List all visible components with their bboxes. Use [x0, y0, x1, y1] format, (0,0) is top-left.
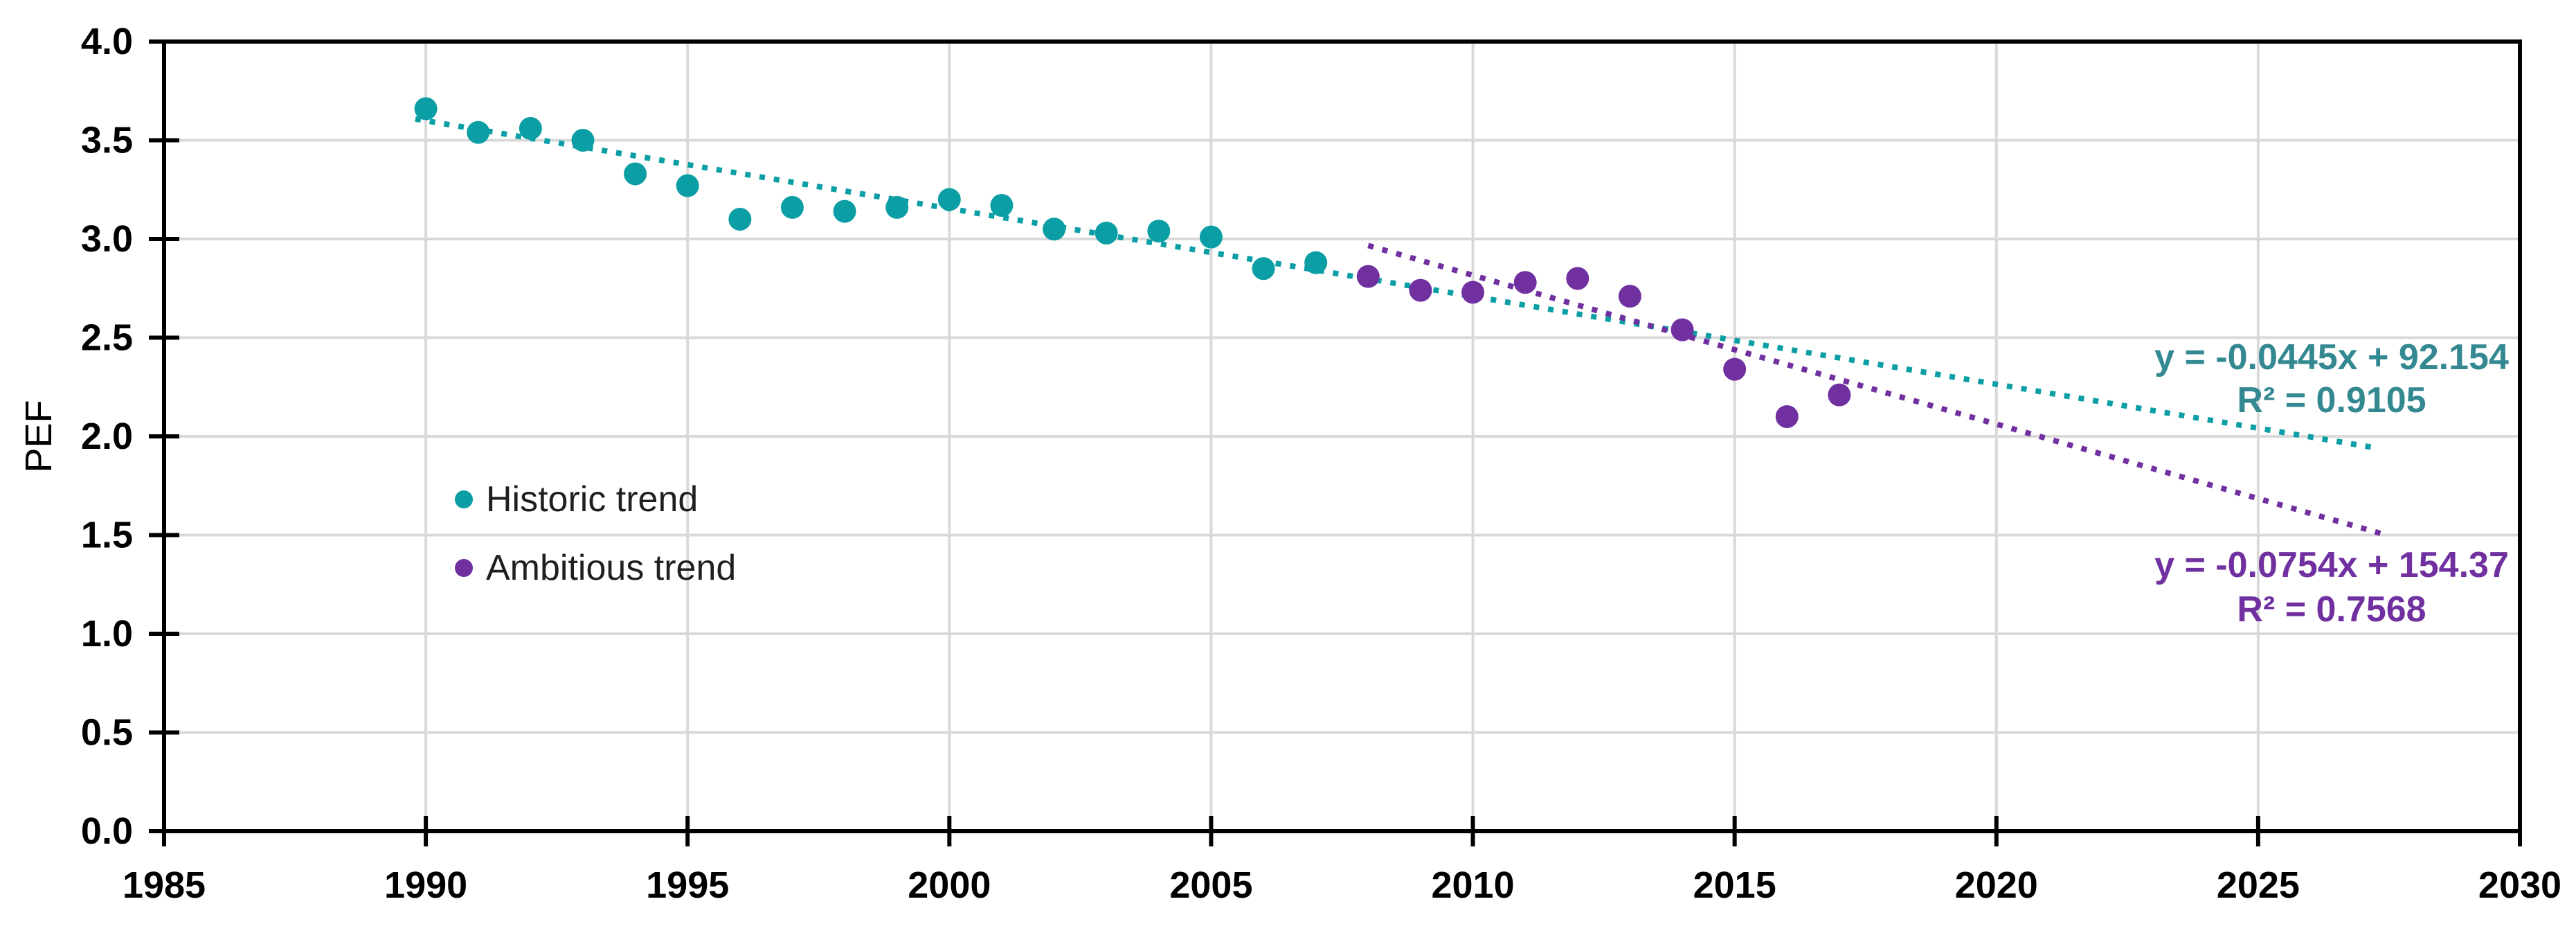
- y-tick-label: 1.5: [81, 515, 133, 556]
- trendline-layer: [415, 116, 2382, 537]
- data-point-historic-trend: [1043, 217, 1066, 241]
- x-tick-label: 2020: [1955, 864, 2038, 906]
- ambitious-r2-text: R² = 0.7568: [2237, 589, 2426, 630]
- historic-equation-text: y = -0.0445x + 92.154: [2154, 337, 2509, 377]
- legend-marker-historic-icon: [455, 490, 473, 508]
- data-point-historic-trend: [885, 195, 909, 219]
- data-point-historic-trend: [624, 162, 647, 186]
- data-point-historic-trend: [1199, 225, 1223, 249]
- grid-layer: [164, 42, 2520, 831]
- data-point-historic-trend: [1252, 257, 1275, 281]
- data-point-ambitious-trend: [1828, 383, 1851, 407]
- data-point-historic-trend: [833, 199, 856, 223]
- x-tick-label: 2025: [2217, 864, 2300, 906]
- data-point-historic-trend: [676, 174, 699, 197]
- tick-layer: 1985 1990 1995 2000 2005 2010 2015 2020 2025 2030…: [81, 21, 2561, 906]
- data-point-historic-trend: [780, 195, 804, 219]
- data-points-layer: [414, 97, 1851, 428]
- y-tick-label: 0.0: [81, 810, 133, 852]
- legend-label-historic: Historic trend: [486, 479, 698, 519]
- data-point-ambitious-trend: [1775, 405, 1799, 428]
- x-tick-label: 2010: [1431, 864, 1514, 906]
- x-tick-label: 1990: [384, 864, 467, 906]
- data-point-ambitious-trend: [1513, 271, 1537, 294]
- x-tick-label: 2000: [908, 864, 991, 906]
- y-tick-label: 0.5: [81, 712, 133, 754]
- y-tick-label: 2.5: [81, 317, 133, 359]
- y-tick-label: 2.0: [81, 416, 133, 457]
- data-point-historic-trend: [519, 116, 542, 140]
- y-tick-label: 4.0: [81, 21, 133, 62]
- data-point-ambitious-trend: [1461, 281, 1485, 304]
- data-point-historic-trend: [728, 208, 752, 231]
- y-tick-label: 3.0: [81, 218, 133, 260]
- data-point-historic-trend: [571, 129, 595, 152]
- data-point-historic-trend: [1304, 251, 1328, 274]
- x-tick-label: 1985: [123, 864, 206, 906]
- trend-equation-ambitious: y = -0.0754x + 154.37 R² = 0.7568: [2154, 545, 2509, 630]
- data-point-ambitious-trend: [1670, 318, 1694, 341]
- data-point-historic-trend: [1095, 221, 1118, 245]
- data-point-historic-trend: [937, 188, 961, 211]
- legend: Historic trend Ambitious trend: [455, 479, 736, 588]
- data-point-ambitious-trend: [1618, 285, 1641, 308]
- data-point-ambitious-trend: [1356, 265, 1380, 288]
- data-point-historic-trend: [1147, 220, 1171, 243]
- trend-equation-historic: y = -0.0445x + 92.154 R² = 0.9105: [2154, 337, 2509, 420]
- y-axis-title: PEF: [18, 400, 60, 472]
- trendline-ambitious-trend: [1367, 242, 2382, 537]
- x-tick-label: 2015: [1693, 864, 1776, 906]
- trendline-historic-trend: [415, 116, 2379, 452]
- x-tick-label: 1995: [646, 864, 729, 906]
- data-point-ambitious-trend: [1566, 267, 1589, 290]
- legend-marker-ambitious-icon: [455, 559, 473, 577]
- ambitious-equation-text: y = -0.0754x + 154.37: [2154, 545, 2509, 585]
- y-tick-label: 3.5: [81, 120, 133, 161]
- data-point-historic-trend: [990, 194, 1014, 217]
- y-tick-label: 1.0: [81, 613, 133, 655]
- data-point-historic-trend: [467, 121, 490, 144]
- data-point-ambitious-trend: [1409, 278, 1432, 302]
- data-point-historic-trend: [414, 97, 438, 121]
- historic-r2-text: R² = 0.9105: [2237, 380, 2426, 420]
- data-point-ambitious-trend: [1723, 357, 1747, 381]
- x-tick-label: 2030: [2478, 864, 2561, 906]
- x-tick-label: 2005: [1169, 864, 1252, 906]
- legend-label-ambitious: Ambitious trend: [486, 548, 736, 588]
